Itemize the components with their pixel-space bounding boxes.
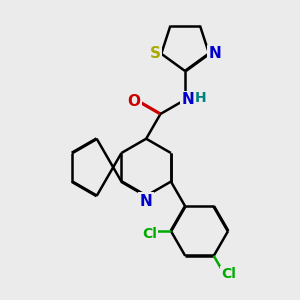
Text: N: N <box>140 194 152 208</box>
Text: S: S <box>150 46 161 61</box>
Text: H: H <box>195 91 207 105</box>
Text: N: N <box>182 92 194 107</box>
Text: O: O <box>128 94 140 109</box>
Text: Cl: Cl <box>221 267 236 281</box>
Text: N: N <box>208 46 221 61</box>
Text: Cl: Cl <box>142 227 157 241</box>
